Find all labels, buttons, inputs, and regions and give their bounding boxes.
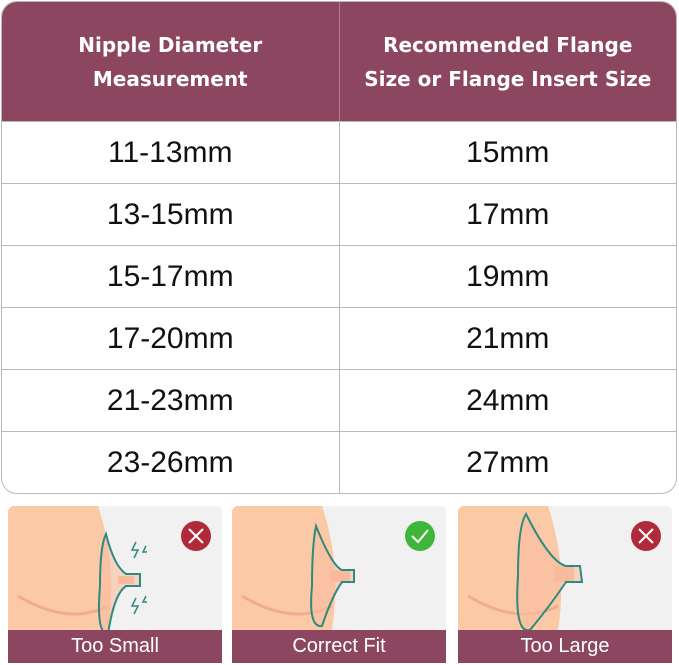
flange-size-cell: 15mm (466, 135, 550, 169)
nipple-diameter-cell: 15-17mm (2, 246, 340, 307)
fit-panel-too-large: Too Large (458, 506, 672, 663)
flange-size-cell: 24mm (466, 383, 550, 417)
nipple-diameter-cell: 13-15mm (2, 184, 340, 245)
flange-size-cell: 19mm (466, 259, 550, 293)
nipple-diameter-cell: 21-23mm (2, 370, 340, 431)
fit-label: Too Large (458, 630, 672, 663)
pain-spark-icon (130, 541, 147, 615)
nipple-diameter-cell: 23-26mm (2, 432, 340, 493)
table-row: 23-26mm 27mm (2, 431, 676, 493)
nipple-diameter-cell: 17-20mm (2, 308, 340, 369)
breast-flange-illustration (232, 506, 435, 630)
flange-size-cell: 21mm (466, 321, 550, 355)
table-row: 13-15mm 17mm (2, 183, 676, 245)
fit-label: Correct Fit (232, 630, 446, 663)
fit-panel-too-small: Too Small (8, 506, 222, 663)
breast-flange-illustration (458, 506, 661, 630)
size-table: Nipple Diameter Measurement Recommended … (1, 1, 677, 494)
fit-panel-correct-fit: Correct Fit (232, 506, 446, 663)
x-circle-icon (631, 521, 661, 551)
table-header: Nipple Diameter Measurement Recommended … (2, 2, 676, 121)
header-nipple-diameter: Nipple Diameter Measurement (2, 2, 340, 121)
breast-flange-illustration (8, 506, 211, 630)
table-row: 17-20mm 21mm (2, 307, 676, 369)
flange-size-cell: 27mm (466, 445, 550, 479)
check-circle-icon (405, 521, 435, 551)
table-row: 15-17mm 19mm (2, 245, 676, 307)
fit-label: Too Small (8, 630, 222, 663)
table-row: 11-13mm 15mm (2, 121, 676, 183)
x-circle-icon (181, 521, 211, 551)
nipple-diameter-cell: 11-13mm (2, 122, 340, 183)
header-flange-size: Recommended Flange Size or Flange Insert… (364, 32, 652, 91)
flange-size-cell: 17mm (466, 197, 550, 231)
table-row: 21-23mm 24mm (2, 369, 676, 431)
